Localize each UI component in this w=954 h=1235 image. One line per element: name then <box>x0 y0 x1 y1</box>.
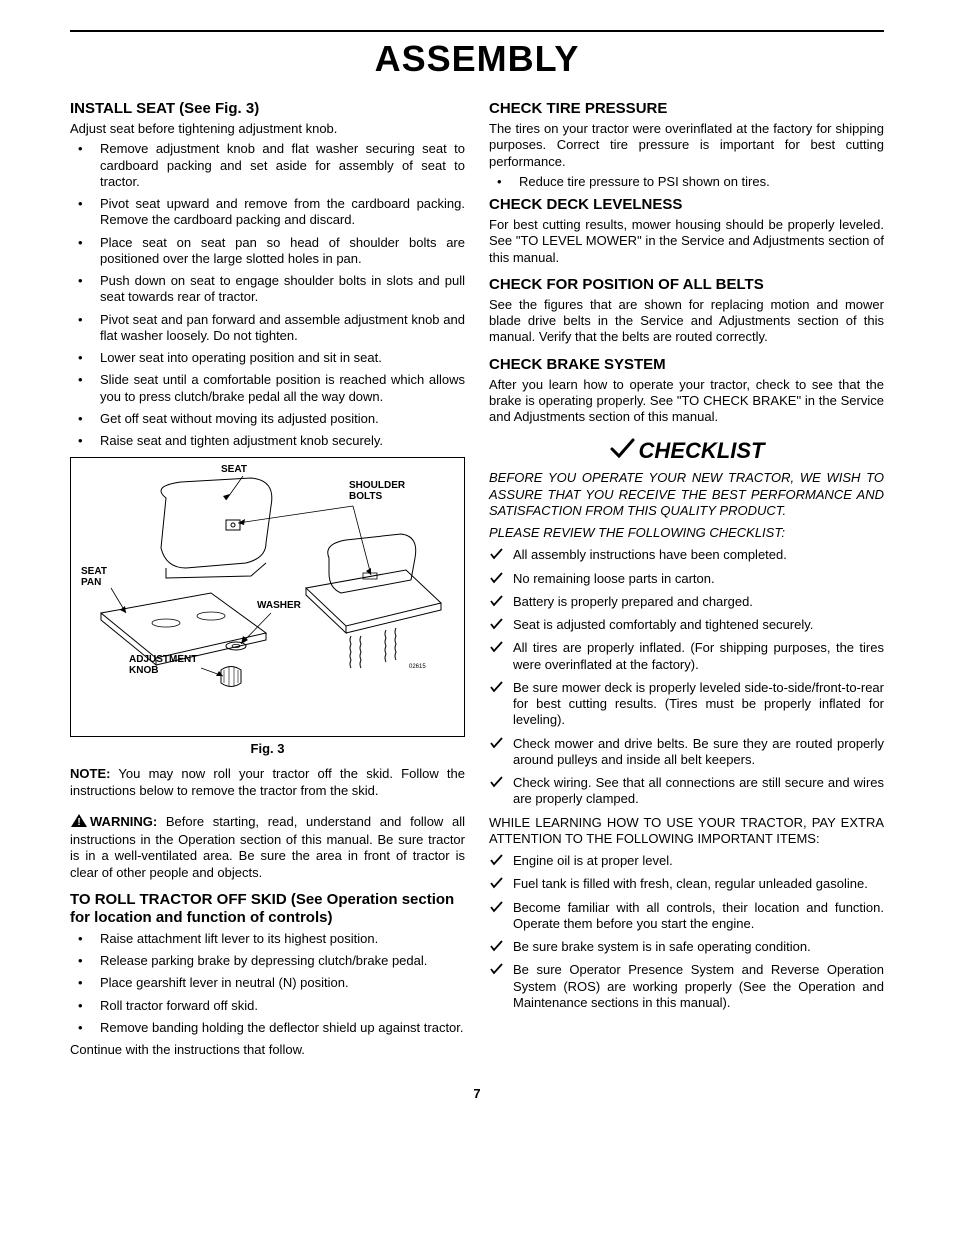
checklist-title: CHECKLIST <box>489 435 884 466</box>
check-icon <box>489 595 503 611</box>
checklist-text: No remaining loose parts in carton. <box>513 571 715 586</box>
roll-off-outro: Continue with the instructions that foll… <box>70 1042 465 1058</box>
fig-label-seat-pan: SEAT PAN <box>81 566 107 588</box>
list-item: Raise attachment lift lever to its highe… <box>70 931 465 947</box>
check-icon <box>489 901 503 917</box>
check-icon <box>489 548 503 564</box>
figure-caption: Fig. 3 <box>70 741 465 756</box>
checklist-2: Engine oil is at proper level. Fuel tank… <box>489 853 884 1011</box>
list-item: Slide seat until a comfortable position … <box>70 372 465 405</box>
brake-heading: CHECK BRAKE SYSTEM <box>489 356 884 373</box>
check-icon <box>489 877 503 893</box>
two-column-layout: INSTALL SEAT (See Fig. 3) Adjust seat be… <box>70 94 884 1062</box>
brake-text: After you learn how to operate your trac… <box>489 377 884 426</box>
list-item: Lower seat into operating position and s… <box>70 350 465 366</box>
checklist-intro2: PLEASE REVIEW THE FOLLOWING CHECKLIST: <box>489 525 884 541</box>
check-icon <box>489 641 503 657</box>
check-icon <box>609 435 635 466</box>
check-icon <box>489 940 503 956</box>
checklist-text: All tires are properly inflated. (For sh… <box>513 640 884 671</box>
fig-label-seat: SEAT <box>221 464 247 475</box>
page-number: 7 <box>70 1086 884 1101</box>
list-item: Get off seat without moving its adjusted… <box>70 411 465 427</box>
page-title: ASSEMBLY <box>70 38 884 80</box>
belts-heading: CHECK FOR POSITION OF ALL BELTS <box>489 276 884 293</box>
install-seat-list: Remove adjustment knob and flat washer s… <box>70 141 465 449</box>
warning-paragraph: ! WARNING: Before starting, read, unders… <box>70 813 465 881</box>
deck-text: For best cutting results, mower housing … <box>489 217 884 266</box>
checklist-text: Seat is adjusted comfortably and tighten… <box>513 617 813 632</box>
checklist-item: Check mower and drive belts. Be sure the… <box>489 736 884 769</box>
checklist-text: Become familiar with all controls, their… <box>513 900 884 931</box>
check-icon <box>489 681 503 697</box>
check-icon <box>489 776 503 792</box>
checklist-text: Battery is properly prepared and charged… <box>513 594 753 609</box>
checklist-text: Check wiring. See that all connections a… <box>513 775 884 806</box>
list-item: Place seat on seat pan so head of should… <box>70 235 465 268</box>
checklist-text: Check mower and drive belts. Be sure the… <box>513 736 884 767</box>
checklist-intro1: BEFORE YOU OPERATE YOUR NEW TRACTOR, WE … <box>489 470 884 519</box>
list-item: Release parking brake by depressing clut… <box>70 953 465 969</box>
list-item: Push down on seat to engage shoulder bol… <box>70 273 465 306</box>
checklist-item: Check wiring. See that all connections a… <box>489 775 884 808</box>
checklist-item: Become familiar with all controls, their… <box>489 900 884 933</box>
fig-label-adjustment-knob: ADJUSTMENT KNOB <box>129 654 197 676</box>
note-paragraph: NOTE: You may now roll your tractor off … <box>70 766 465 799</box>
warning-icon: ! <box>70 813 88 832</box>
list-item: Remove banding holding the deflector shi… <box>70 1020 465 1036</box>
checklist-text: Be sure mower deck is properly leveled s… <box>513 680 884 728</box>
fig-label-washer: WASHER <box>257 600 301 611</box>
list-item: Pivot seat and pan forward and assemble … <box>70 312 465 345</box>
belts-text: See the figures that are shown for repla… <box>489 297 884 346</box>
checklist-attention: WHILE LEARNING HOW TO USE YOUR TRACTOR, … <box>489 815 884 848</box>
tire-list: Reduce tire pressure to PSI shown on tir… <box>489 174 884 190</box>
tire-heading: CHECK TIRE PRESSURE <box>489 100 884 117</box>
check-icon <box>489 963 503 979</box>
check-icon <box>489 737 503 753</box>
right-column: CHECK TIRE PRESSURE The tires on your tr… <box>489 94 884 1062</box>
install-seat-heading: INSTALL SEAT (See Fig. 3) <box>70 100 465 117</box>
roll-off-heading: TO ROLL TRACTOR OFF SKID (See Operation … <box>70 891 465 927</box>
checklist-item: Battery is properly prepared and charged… <box>489 594 884 610</box>
figure-3: SEAT SHOULDER BOLTS SEAT PAN WASHER ADJU… <box>70 457 465 737</box>
list-item: Roll tractor forward off skid. <box>70 998 465 1014</box>
checklist-text: Be sure Operator Presence System and Rev… <box>513 962 884 1010</box>
check-icon <box>489 572 503 588</box>
install-seat-intro: Adjust seat before tightening adjustment… <box>70 121 465 137</box>
list-item: Place gearshift lever in neutral (N) pos… <box>70 975 465 991</box>
roll-off-list: Raise attachment lift lever to its highe… <box>70 931 465 1036</box>
list-item: Raise seat and tighten adjustment knob s… <box>70 433 465 449</box>
note-label: NOTE: <box>70 766 110 781</box>
checklist-text: All assembly instructions have been comp… <box>513 547 787 562</box>
checklist-item: No remaining loose parts in carton. <box>489 571 884 587</box>
checklist-item: Be sure mower deck is properly leveled s… <box>489 680 884 729</box>
checklist-text: Fuel tank is filled with fresh, clean, r… <box>513 876 868 891</box>
checklist-1: All assembly instructions have been comp… <box>489 547 884 807</box>
checklist-item: Fuel tank is filled with fresh, clean, r… <box>489 876 884 892</box>
svg-text:!: ! <box>77 817 80 828</box>
deck-heading: CHECK DECK LEVELNESS <box>489 196 884 213</box>
fig-label-partno: 02615 <box>409 664 426 670</box>
list-item: Pivot seat upward and remove from the ca… <box>70 196 465 229</box>
checklist-item: All assembly instructions have been comp… <box>489 547 884 563</box>
note-body: You may now roll your tractor off the sk… <box>70 766 465 797</box>
checklist-item: All tires are properly inflated. (For sh… <box>489 640 884 673</box>
checklist-item: Engine oil is at proper level. <box>489 853 884 869</box>
tire-text: The tires on your tractor were overinfla… <box>489 121 884 170</box>
top-rule <box>70 30 884 32</box>
checklist-item: Be sure Operator Presence System and Rev… <box>489 962 884 1011</box>
list-item: Reduce tire pressure to PSI shown on tir… <box>489 174 884 190</box>
check-icon <box>489 618 503 634</box>
list-item: Remove adjustment knob and flat washer s… <box>70 141 465 190</box>
check-icon <box>489 854 503 870</box>
checklist-item: Be sure brake system is in safe operatin… <box>489 939 884 955</box>
checklist-text: Be sure brake system is in safe operatin… <box>513 939 811 954</box>
fig-label-shoulder-bolts: SHOULDER BOLTS <box>349 480 405 502</box>
checklist-item: Seat is adjusted comfortably and tighten… <box>489 617 884 633</box>
warning-label: WARNING: <box>90 814 157 829</box>
checklist-text: Engine oil is at proper level. <box>513 853 673 868</box>
checklist-title-text: CHECKLIST <box>639 438 765 464</box>
left-column: INSTALL SEAT (See Fig. 3) Adjust seat be… <box>70 94 465 1062</box>
